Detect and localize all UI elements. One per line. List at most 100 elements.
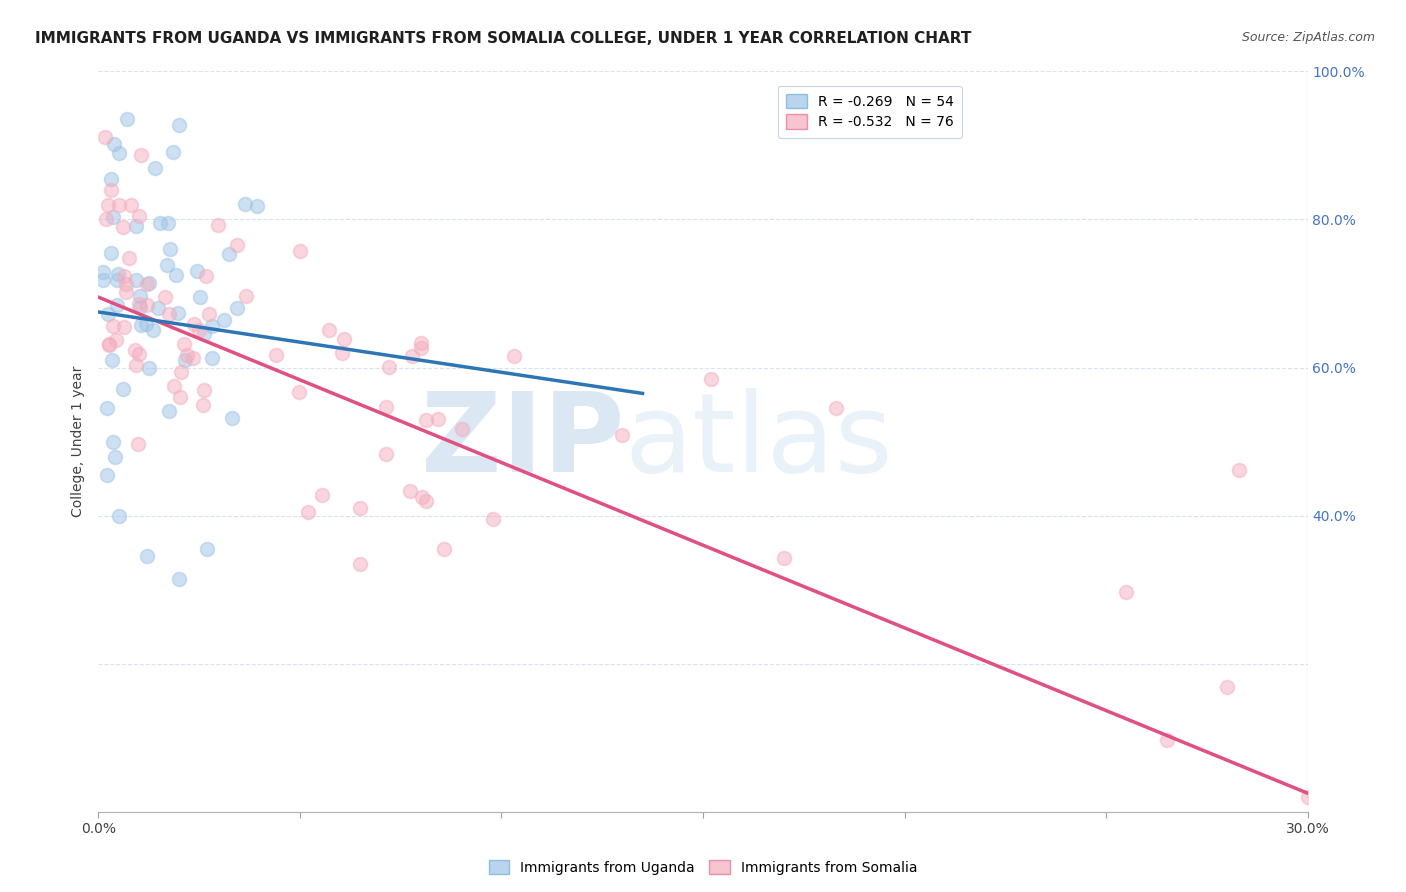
Legend: Immigrants from Uganda, Immigrants from Somalia: Immigrants from Uganda, Immigrants from … (484, 855, 922, 880)
Point (195, 541, 218, 556)
Point (1227, 463, 1250, 477)
Text: atlas: atlas (624, 388, 893, 495)
Point (170, 365, 193, 379)
Point (374, 447, 396, 461)
Point (125, 219, 148, 233)
Point (433, 541, 456, 556)
Point (183, 317, 205, 331)
Point (502, 350, 524, 364)
Point (103, 137, 125, 152)
Point (287, 385, 309, 400)
Point (162, 145, 184, 160)
Point (188, 289, 211, 303)
Point (374, 400, 396, 414)
Point (700, 371, 723, 385)
Point (96, 467, 118, 482)
Point (115, 277, 138, 292)
Point (167, 118, 190, 132)
Point (105, 298, 128, 312)
Point (349, 501, 371, 516)
Point (138, 361, 160, 376)
Point (1296, 789, 1319, 804)
Text: IMMIGRANTS FROM UGANDA VS IMMIGRANTS FROM SOMALIA COLLEGE, UNDER 1 YEAR CORRELAT: IMMIGRANTS FROM UGANDA VS IMMIGRANTS FRO… (35, 31, 972, 46)
Point (207, 218, 229, 232)
Point (235, 289, 257, 303)
Point (135, 277, 157, 291)
Point (825, 401, 848, 416)
Point (218, 247, 240, 261)
Point (181, 351, 204, 366)
Point (401, 349, 423, 363)
Point (129, 318, 152, 332)
Point (482, 512, 505, 526)
Point (124, 343, 146, 357)
Point (104, 450, 127, 464)
Point (111, 219, 134, 234)
Point (318, 322, 340, 336)
Point (148, 215, 170, 229)
Point (415, 494, 437, 508)
Point (201, 351, 224, 366)
Point (157, 307, 180, 321)
Point (135, 298, 157, 312)
Point (411, 490, 433, 504)
Point (103, 319, 125, 334)
Point (226, 238, 249, 252)
Point (194, 269, 217, 284)
Point (112, 268, 135, 283)
Point (128, 209, 150, 223)
Point (118, 251, 141, 265)
Point (93, 265, 115, 279)
Point (333, 333, 356, 347)
Point (349, 557, 371, 571)
Point (97, 198, 120, 212)
Point (94, 130, 117, 145)
Point (135, 549, 157, 564)
Point (212, 312, 235, 326)
Point (201, 319, 224, 334)
Point (612, 428, 634, 442)
Point (162, 379, 184, 393)
Point (135, 317, 157, 331)
Point (772, 550, 794, 565)
Point (127, 437, 149, 451)
Point (157, 403, 180, 417)
Point (101, 210, 124, 224)
Point (427, 412, 450, 426)
Point (115, 285, 138, 299)
Point (288, 244, 311, 258)
Point (409, 341, 432, 355)
Point (191, 398, 214, 412)
Point (96, 307, 118, 321)
Point (103, 434, 125, 449)
Point (378, 359, 401, 374)
Point (165, 268, 187, 282)
Point (167, 572, 190, 586)
Y-axis label: College, Under 1 year: College, Under 1 year (72, 366, 86, 517)
Point (107, 508, 129, 523)
Point (107, 145, 129, 160)
Point (91, 272, 114, 286)
Point (142, 323, 165, 337)
Point (105, 273, 128, 287)
Point (1216, 680, 1239, 694)
Point (125, 273, 148, 287)
Point (409, 336, 432, 351)
Point (297, 505, 319, 519)
Point (176, 348, 198, 362)
Text: ZIP: ZIP (420, 388, 624, 495)
Point (101, 352, 124, 367)
Point (266, 348, 288, 362)
Point (146, 301, 169, 316)
Point (451, 422, 474, 436)
Point (1156, 733, 1178, 747)
Point (100, 183, 122, 197)
Point (143, 161, 166, 175)
Point (111, 382, 134, 396)
Point (107, 268, 129, 282)
Point (193, 327, 215, 342)
Point (100, 245, 122, 260)
Point (96, 212, 118, 227)
Point (129, 300, 152, 314)
Point (226, 301, 249, 315)
